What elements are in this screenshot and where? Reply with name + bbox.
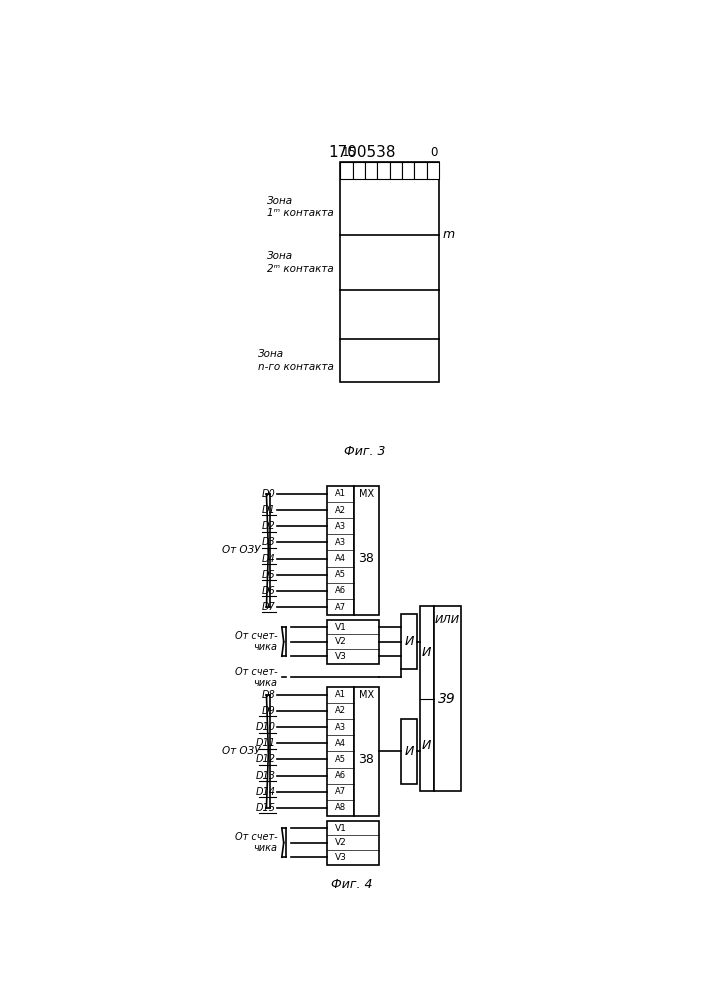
Text: 15: 15 bbox=[341, 146, 356, 159]
Text: И: И bbox=[422, 646, 431, 659]
Text: D10: D10 bbox=[256, 722, 276, 732]
Bar bbox=[427, 162, 439, 179]
Text: И: И bbox=[422, 739, 431, 752]
Bar bbox=[354, 687, 379, 816]
Text: D11: D11 bbox=[256, 738, 276, 748]
Bar bbox=[353, 162, 365, 179]
Text: A2: A2 bbox=[335, 706, 346, 715]
Bar bbox=[414, 162, 427, 179]
Text: A1: A1 bbox=[335, 489, 346, 498]
Text: От счет-
чика: От счет- чика bbox=[235, 832, 277, 853]
Text: V3: V3 bbox=[334, 853, 346, 862]
Text: D5: D5 bbox=[262, 570, 276, 580]
Bar bbox=[327, 687, 354, 816]
Bar bbox=[420, 606, 433, 791]
Text: 0: 0 bbox=[431, 146, 438, 159]
Text: A7: A7 bbox=[335, 603, 346, 612]
Text: 38: 38 bbox=[358, 753, 375, 766]
Text: V1: V1 bbox=[334, 824, 346, 833]
Text: A6: A6 bbox=[335, 586, 346, 595]
Text: D3: D3 bbox=[262, 537, 276, 547]
Text: Зона
2ᵐ контакта: Зона 2ᵐ контакта bbox=[267, 251, 334, 274]
Text: Зона
1ᵐ контакта: Зона 1ᵐ контакта bbox=[267, 196, 334, 218]
Text: A4: A4 bbox=[335, 554, 346, 563]
Text: m: m bbox=[443, 228, 455, 241]
Bar bbox=[401, 719, 417, 784]
Bar bbox=[433, 606, 461, 791]
Text: A1: A1 bbox=[335, 690, 346, 699]
Bar bbox=[341, 162, 439, 382]
Text: МХ: МХ bbox=[359, 690, 374, 700]
Text: Фиг. 3: Фиг. 3 bbox=[344, 445, 386, 458]
Text: V2: V2 bbox=[334, 838, 346, 847]
Text: A7: A7 bbox=[335, 787, 346, 796]
Bar bbox=[327, 620, 379, 664]
Text: A4: A4 bbox=[335, 739, 346, 748]
Bar bbox=[341, 162, 353, 179]
Bar bbox=[378, 162, 390, 179]
Text: МХ: МХ bbox=[359, 489, 374, 499]
Bar bbox=[327, 486, 354, 615]
Text: От ОЗУ: От ОЗУ bbox=[222, 545, 260, 555]
Text: 1700538: 1700538 bbox=[329, 145, 396, 160]
Text: A5: A5 bbox=[335, 570, 346, 579]
Text: D4: D4 bbox=[262, 554, 276, 564]
Text: A3: A3 bbox=[335, 538, 346, 547]
Bar bbox=[327, 821, 379, 865]
Text: От счет-
чика: От счет- чика bbox=[235, 631, 277, 652]
Text: A8: A8 bbox=[335, 803, 346, 812]
Text: D6: D6 bbox=[262, 586, 276, 596]
Text: D13: D13 bbox=[256, 771, 276, 781]
Text: V1: V1 bbox=[334, 623, 346, 632]
Bar bbox=[365, 162, 378, 179]
Text: D0: D0 bbox=[262, 489, 276, 499]
Text: D8: D8 bbox=[262, 690, 276, 700]
Bar bbox=[390, 162, 402, 179]
Bar bbox=[401, 614, 417, 669]
Text: От счет-
чика: От счет- чика bbox=[235, 667, 277, 688]
Text: D12: D12 bbox=[256, 754, 276, 764]
Text: От ОЗУ: От ОЗУ bbox=[222, 746, 260, 756]
Text: A3: A3 bbox=[335, 522, 346, 531]
Text: Фиг. 4: Фиг. 4 bbox=[331, 878, 372, 891]
Text: И: И bbox=[404, 635, 414, 648]
Text: D14: D14 bbox=[256, 787, 276, 797]
Bar bbox=[402, 162, 414, 179]
Text: D15: D15 bbox=[256, 803, 276, 813]
Text: V3: V3 bbox=[334, 652, 346, 661]
Text: A3: A3 bbox=[335, 723, 346, 732]
Text: D9: D9 bbox=[262, 706, 276, 716]
Text: D1: D1 bbox=[262, 505, 276, 515]
Text: D7: D7 bbox=[262, 602, 276, 612]
Text: A6: A6 bbox=[335, 771, 346, 780]
Text: A5: A5 bbox=[335, 755, 346, 764]
Text: 38: 38 bbox=[358, 552, 375, 565]
Text: D2: D2 bbox=[262, 521, 276, 531]
Text: V2: V2 bbox=[334, 637, 346, 646]
Text: ИЛИ: ИЛИ bbox=[435, 615, 460, 625]
Text: 39: 39 bbox=[438, 692, 456, 706]
Text: A2: A2 bbox=[335, 506, 346, 515]
Text: И: И bbox=[404, 745, 414, 758]
Bar bbox=[354, 486, 379, 615]
Text: Зона
n-го контакта: Зона n-го контакта bbox=[258, 349, 334, 372]
